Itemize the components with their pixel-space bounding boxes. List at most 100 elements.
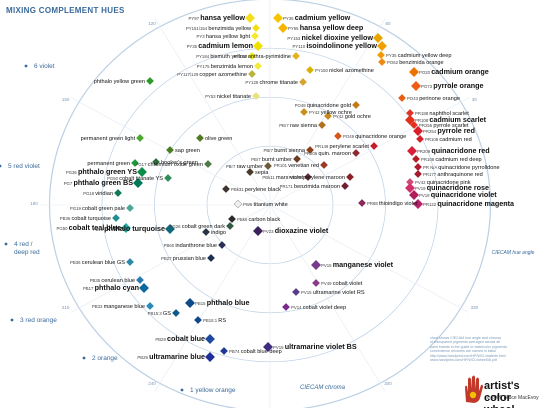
pigment-name: GS (163, 311, 171, 317)
pigment-code: PY175 (197, 64, 211, 69)
pigment-code: PB74 (229, 349, 241, 354)
pigment-label: PR188 naphthol scarlet (415, 111, 469, 117)
angle-tick-label: 210 (62, 305, 70, 310)
pigment-code: PY53 (205, 94, 217, 99)
complement-dot (4, 242, 8, 246)
pigment-label: PB15:1 RS (203, 318, 226, 324)
pigment-swatch-25 (406, 109, 414, 117)
pigment-swatch-11 (292, 52, 300, 60)
pigment-code: PBr7 (251, 157, 262, 162)
logo-copyright: © 2009 Bruce MacEvoy (486, 395, 539, 401)
angle-tick-label: 150 (62, 97, 70, 102)
pigment-label: PBk31 perylene black (231, 187, 281, 193)
pigment-name: cadmium yellow deep (398, 53, 452, 59)
pigment-code: PR108 (421, 157, 435, 162)
complement-dot (24, 64, 28, 68)
pigment-name: quin. maroon (318, 151, 351, 157)
pigment-name: quinacridone violet (431, 190, 498, 199)
pigment-name: perylene black (245, 187, 281, 193)
pigment-label: PBr7 raw umber (226, 164, 263, 170)
pigment-swatch-29 (416, 135, 424, 143)
pigment-name: burnt sienna (274, 148, 306, 154)
complement-dot (0, 164, 2, 168)
pigment-label: PV42 quinacridone pink (415, 180, 471, 186)
pigment-swatch-71 (139, 283, 149, 293)
pigment-name: hansa yellow (200, 13, 245, 22)
pigment-swatch-19 (398, 94, 406, 102)
pigment-name: hansa yellow light (206, 34, 251, 40)
pigment-swatch-14 (299, 78, 307, 86)
pigment-code: PBr7 (263, 148, 274, 153)
pigment-name: phthalo green BS (73, 178, 133, 187)
pigment-name: hansa yellow deep (300, 23, 364, 32)
complement-label-cont: deep red (14, 249, 40, 256)
pigment-code: PV19 (419, 193, 431, 198)
pigment-label: PB15 phthalo blue (195, 298, 249, 307)
description-link[interactable]: http://www.handprint.com/HP/WCL/waterfs.… (430, 353, 506, 358)
pigment-name: quinacridone red (431, 146, 489, 155)
pigment-label: PR122 quinacridone magenta (423, 199, 515, 208)
pigment-swatch-36 (370, 142, 378, 150)
pigment-code: PB17 (83, 286, 95, 291)
description-line: convenience mixtures are named in black (430, 349, 497, 354)
pigment-name: carbon black (248, 217, 280, 223)
pigment-swatch-43 (320, 161, 328, 169)
pigment-name: olive green (205, 136, 232, 142)
pigment-swatch-8 (278, 23, 288, 33)
pigment-swatch-53 (226, 222, 234, 230)
pigment-code: PB60 (164, 243, 176, 248)
mixing-complement-title: MIXING COMPLEMENT HUES (6, 6, 125, 15)
pigment-name: pyrrole red (437, 126, 475, 135)
pigment-code: PB36 (60, 216, 72, 221)
pigment-name: prussian blue (173, 256, 206, 262)
pigment-swatch-3 (253, 41, 263, 51)
pigment-label: PO20 cadmium orange (419, 67, 489, 76)
pigment-code: PV15 (321, 263, 333, 268)
pigment-name: indigo (211, 230, 226, 236)
pigment-name: chrome titanate (259, 80, 298, 86)
pigment-label: PB36 cerulean blue GS (70, 260, 125, 266)
pigment-label: PB29 ultramarine blue (137, 352, 205, 361)
pigment-swatch-30 (407, 146, 417, 156)
pigment-label: PR171 benzimida maroon (280, 184, 340, 190)
pigment-swatch-33 (414, 170, 422, 178)
pigment-name: phthalo turquoise (104, 224, 165, 233)
pigment-code: PB28 (155, 337, 167, 342)
pigment-swatch-72 (146, 302, 154, 310)
pigment-code: PR188 (415, 111, 429, 116)
pigment-swatch-32 (414, 163, 422, 171)
pigment-code: PBr7 (279, 123, 290, 128)
pigment-label: sap green (175, 148, 200, 154)
pigment-name: ultramarine violet RS (313, 290, 365, 296)
pigment-name: benzimida lemon (211, 64, 253, 70)
pigment-name: phthalo blue (207, 298, 250, 307)
pigment-name: cadmium orange (431, 67, 489, 76)
angle-tick-label: 300 (384, 381, 392, 386)
description-link[interactable]: www.handprint.com/HP/WCL/wheel08.pdf (430, 358, 497, 363)
pigment-name: raw umber (237, 164, 264, 170)
pigment-code: PR108 (425, 137, 439, 142)
pigment-label: PB15:3 GS (148, 311, 172, 317)
pigment-swatch-13 (252, 92, 260, 100)
pigment-code: PB27 (161, 256, 173, 261)
pigment-labels: PY97 hansa yellow PY151/154 benzimida yel… (56, 13, 515, 361)
pigment-name: sepia (255, 170, 269, 176)
pigment-name: perylene scarlet (330, 144, 370, 150)
pigment-label: PR108 cadmium red deep (421, 157, 482, 163)
pigment-label: PG26 cobalt green dark (170, 224, 226, 230)
pigment-swatch-62 (137, 167, 147, 177)
pigment-code: PG36 (66, 170, 78, 175)
pigment-swatch-69 (126, 258, 134, 266)
pigment-code: PB15:1 (203, 318, 218, 323)
pigment-label: PY35 cadmium yellow (283, 13, 351, 22)
pigment-label: PW6 titanium white (243, 202, 288, 208)
pigment-name: phthalo green YS (78, 167, 137, 176)
pigment-label: PBk11 mars violet (262, 175, 303, 181)
pigment-name: cobalt blue (167, 334, 205, 343)
hue-spoke (269, 204, 470, 313)
pigment-swatch-51 (228, 215, 236, 223)
pigment-name: cobalt turquoise (72, 216, 112, 222)
pigment-swatch-31 (412, 155, 420, 163)
pigment-swatch-21 (324, 112, 332, 120)
